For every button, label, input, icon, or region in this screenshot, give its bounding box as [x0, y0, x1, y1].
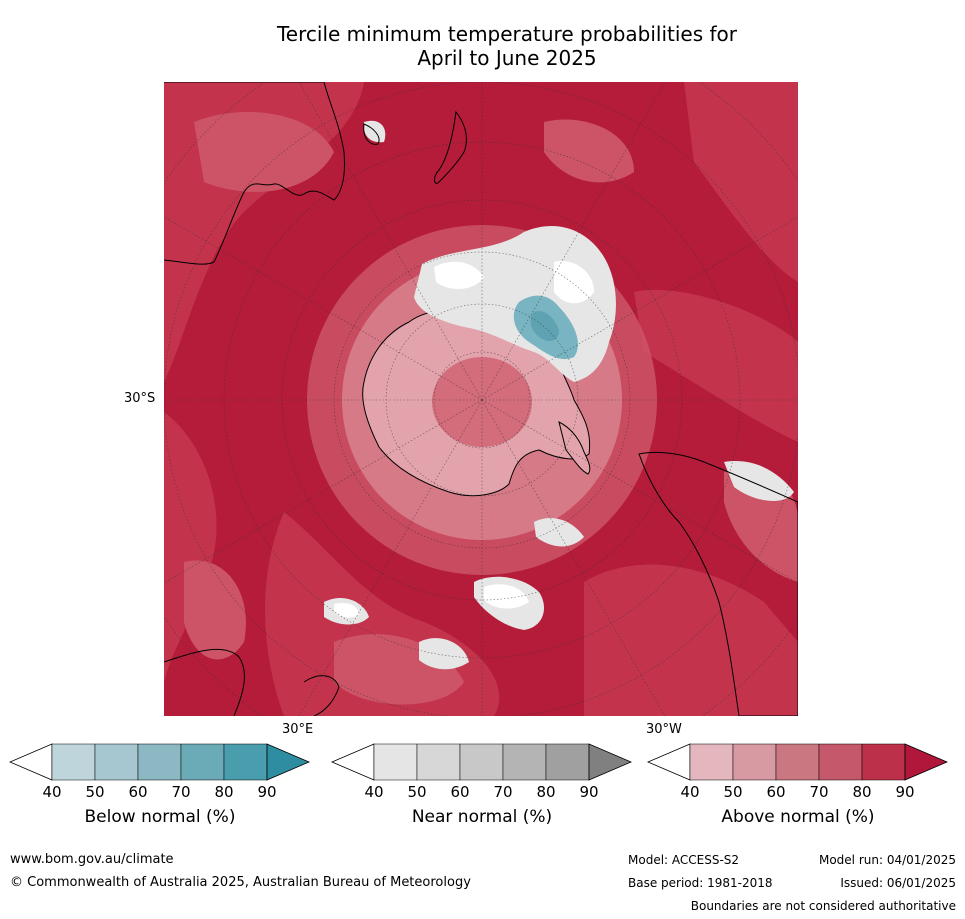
antarctic-peninsula — [558, 421, 591, 475]
map-title-line1: Tercile minimum temperature probabilitie… — [276, 22, 738, 46]
colorbar-near-swatches — [330, 743, 633, 781]
colorbar-above-swatches — [646, 743, 949, 781]
latitude-label-30s: 30°S — [124, 391, 156, 406]
below-colorbar-swatch — [51, 743, 96, 781]
base-period: Base period: 1981-2018 — [628, 876, 773, 890]
below-colorbar-swatch — [94, 743, 139, 781]
near-colorbar-swatch — [545, 743, 590, 781]
longitude-label-30w: 30°W — [646, 722, 682, 737]
colorbar-below-ticks: 40 50 60 70 80 90 — [10, 783, 310, 803]
south-america — [638, 451, 798, 716]
disclaimer: Boundaries are not considered authoritat… — [690, 899, 956, 913]
near-colorbar-tick: 70 — [493, 783, 513, 801]
below-normal-core — [530, 311, 559, 342]
longitude-label-30e: 30°E — [282, 722, 314, 737]
above-colorbar-tick: 50 — [723, 783, 743, 801]
near-colorbar-tick: 50 — [407, 783, 427, 801]
website-link[interactable]: www.bom.gov.au/climate — [10, 852, 174, 867]
model-run: Model run: 04/01/2025 — [818, 853, 956, 867]
below-colorbar-tick: 80 — [214, 783, 234, 801]
above-colorbar-tick: 60 — [766, 783, 786, 801]
graticule — [164, 82, 798, 716]
below-colorbar-swatch — [180, 743, 225, 781]
below-colorbar-tick: 90 — [257, 783, 277, 801]
near-normal-white-centers — [334, 261, 594, 618]
colorbar-above-ticks: 40 50 60 70 80 90 — [648, 783, 948, 803]
near-colorbar-tick: 60 — [450, 783, 470, 801]
issued-date: Issued: 06/01/2025 — [840, 876, 956, 890]
colorbar-below-swatches — [8, 743, 311, 781]
above-colorbar-tick: 80 — [852, 783, 872, 801]
above-colorbar-swatch — [775, 743, 820, 781]
above-colorbar-tick: 40 — [680, 783, 700, 801]
probability-map — [164, 82, 798, 716]
australia — [164, 82, 345, 265]
colorbar-near-label: Near normal (%) — [411, 807, 553, 827]
near-colorbar-extend-low — [330, 743, 375, 781]
below-colorbar-tick: 70 — [171, 783, 191, 801]
near-colorbar-tick: 80 — [536, 783, 556, 801]
below-colorbar-tick: 60 — [128, 783, 148, 801]
near-colorbar-swatch — [502, 743, 547, 781]
madagascar — [303, 675, 340, 716]
below-colorbar-tick: 50 — [85, 783, 105, 801]
colorbar-above-label: Above normal (%) — [721, 807, 875, 827]
map-title-line2: April to June 2025 — [417, 46, 597, 70]
colorbar-below-label: Below normal (%) — [84, 807, 236, 827]
africa — [164, 648, 245, 716]
near-colorbar-swatch — [459, 743, 504, 781]
above-colorbar-swatch — [732, 743, 777, 781]
below-colorbar-extend-low — [8, 743, 53, 781]
new-zealand — [434, 110, 467, 184]
near-colorbar-swatch — [373, 743, 418, 781]
above-colorbar-extend-high — [904, 743, 949, 781]
colorbar-near-normal: 40 50 60 70 80 90 Near normal (%) — [330, 743, 633, 827]
below-colorbar-tick: 40 — [42, 783, 62, 801]
near-colorbar-swatch — [416, 743, 461, 781]
below-colorbar-swatch — [137, 743, 182, 781]
above-colorbar-swatch — [689, 743, 734, 781]
copyright-text: © Commonwealth of Australia 2025, Austra… — [10, 875, 471, 890]
colorbar-near-ticks: 40 50 60 70 80 90 — [332, 783, 632, 803]
near-colorbar-tick: 40 — [364, 783, 384, 801]
tasmania — [363, 123, 380, 145]
near-colorbar-extend-high — [588, 743, 633, 781]
above-colorbar-swatch — [818, 743, 863, 781]
below-colorbar-swatch — [223, 743, 268, 781]
above-colorbar-extend-low — [646, 743, 691, 781]
colorbar-below-normal: 40 50 60 70 80 90 Below normal (%) — [8, 743, 311, 827]
model-name: Model: ACCESS-S2 — [628, 853, 740, 867]
above-colorbar-tick: 70 — [809, 783, 829, 801]
near-colorbar-tick: 90 — [579, 783, 599, 801]
below-colorbar-extend-high — [266, 743, 311, 781]
colorbar-above-normal: 40 50 60 70 80 90 Above normal (%) — [646, 743, 949, 827]
above-70-regions — [184, 112, 798, 705]
above-colorbar-tick: 90 — [895, 783, 915, 801]
above-colorbar-swatch — [861, 743, 906, 781]
antarctica-interior — [432, 357, 532, 447]
